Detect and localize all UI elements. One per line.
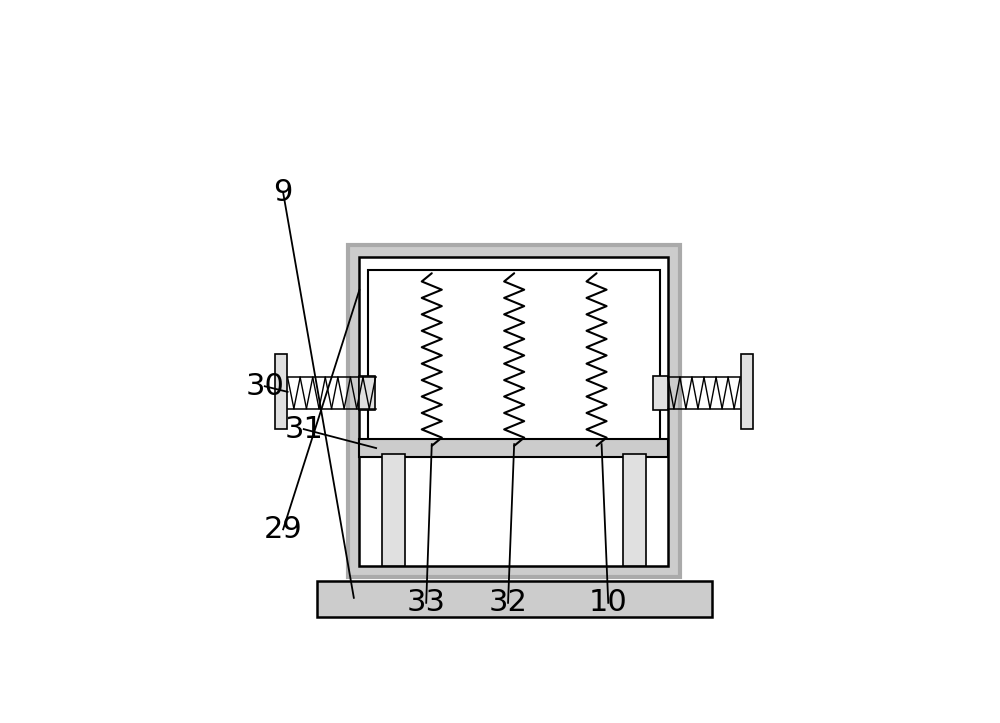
Bar <box>623 454 646 565</box>
Bar <box>741 354 753 429</box>
Text: 32: 32 <box>489 589 527 617</box>
Text: 29: 29 <box>264 515 303 544</box>
Text: 30: 30 <box>245 372 284 401</box>
Text: 31: 31 <box>284 414 323 444</box>
Bar <box>359 257 668 565</box>
Bar <box>368 270 660 446</box>
Bar <box>348 245 680 577</box>
Bar <box>317 581 712 617</box>
Bar <box>382 454 405 565</box>
Bar <box>275 354 287 429</box>
Bar <box>359 439 668 457</box>
Text: 9: 9 <box>273 178 293 207</box>
Text: 10: 10 <box>589 589 628 617</box>
Bar <box>653 376 668 410</box>
Bar <box>359 376 375 410</box>
Text: 33: 33 <box>407 589 446 617</box>
